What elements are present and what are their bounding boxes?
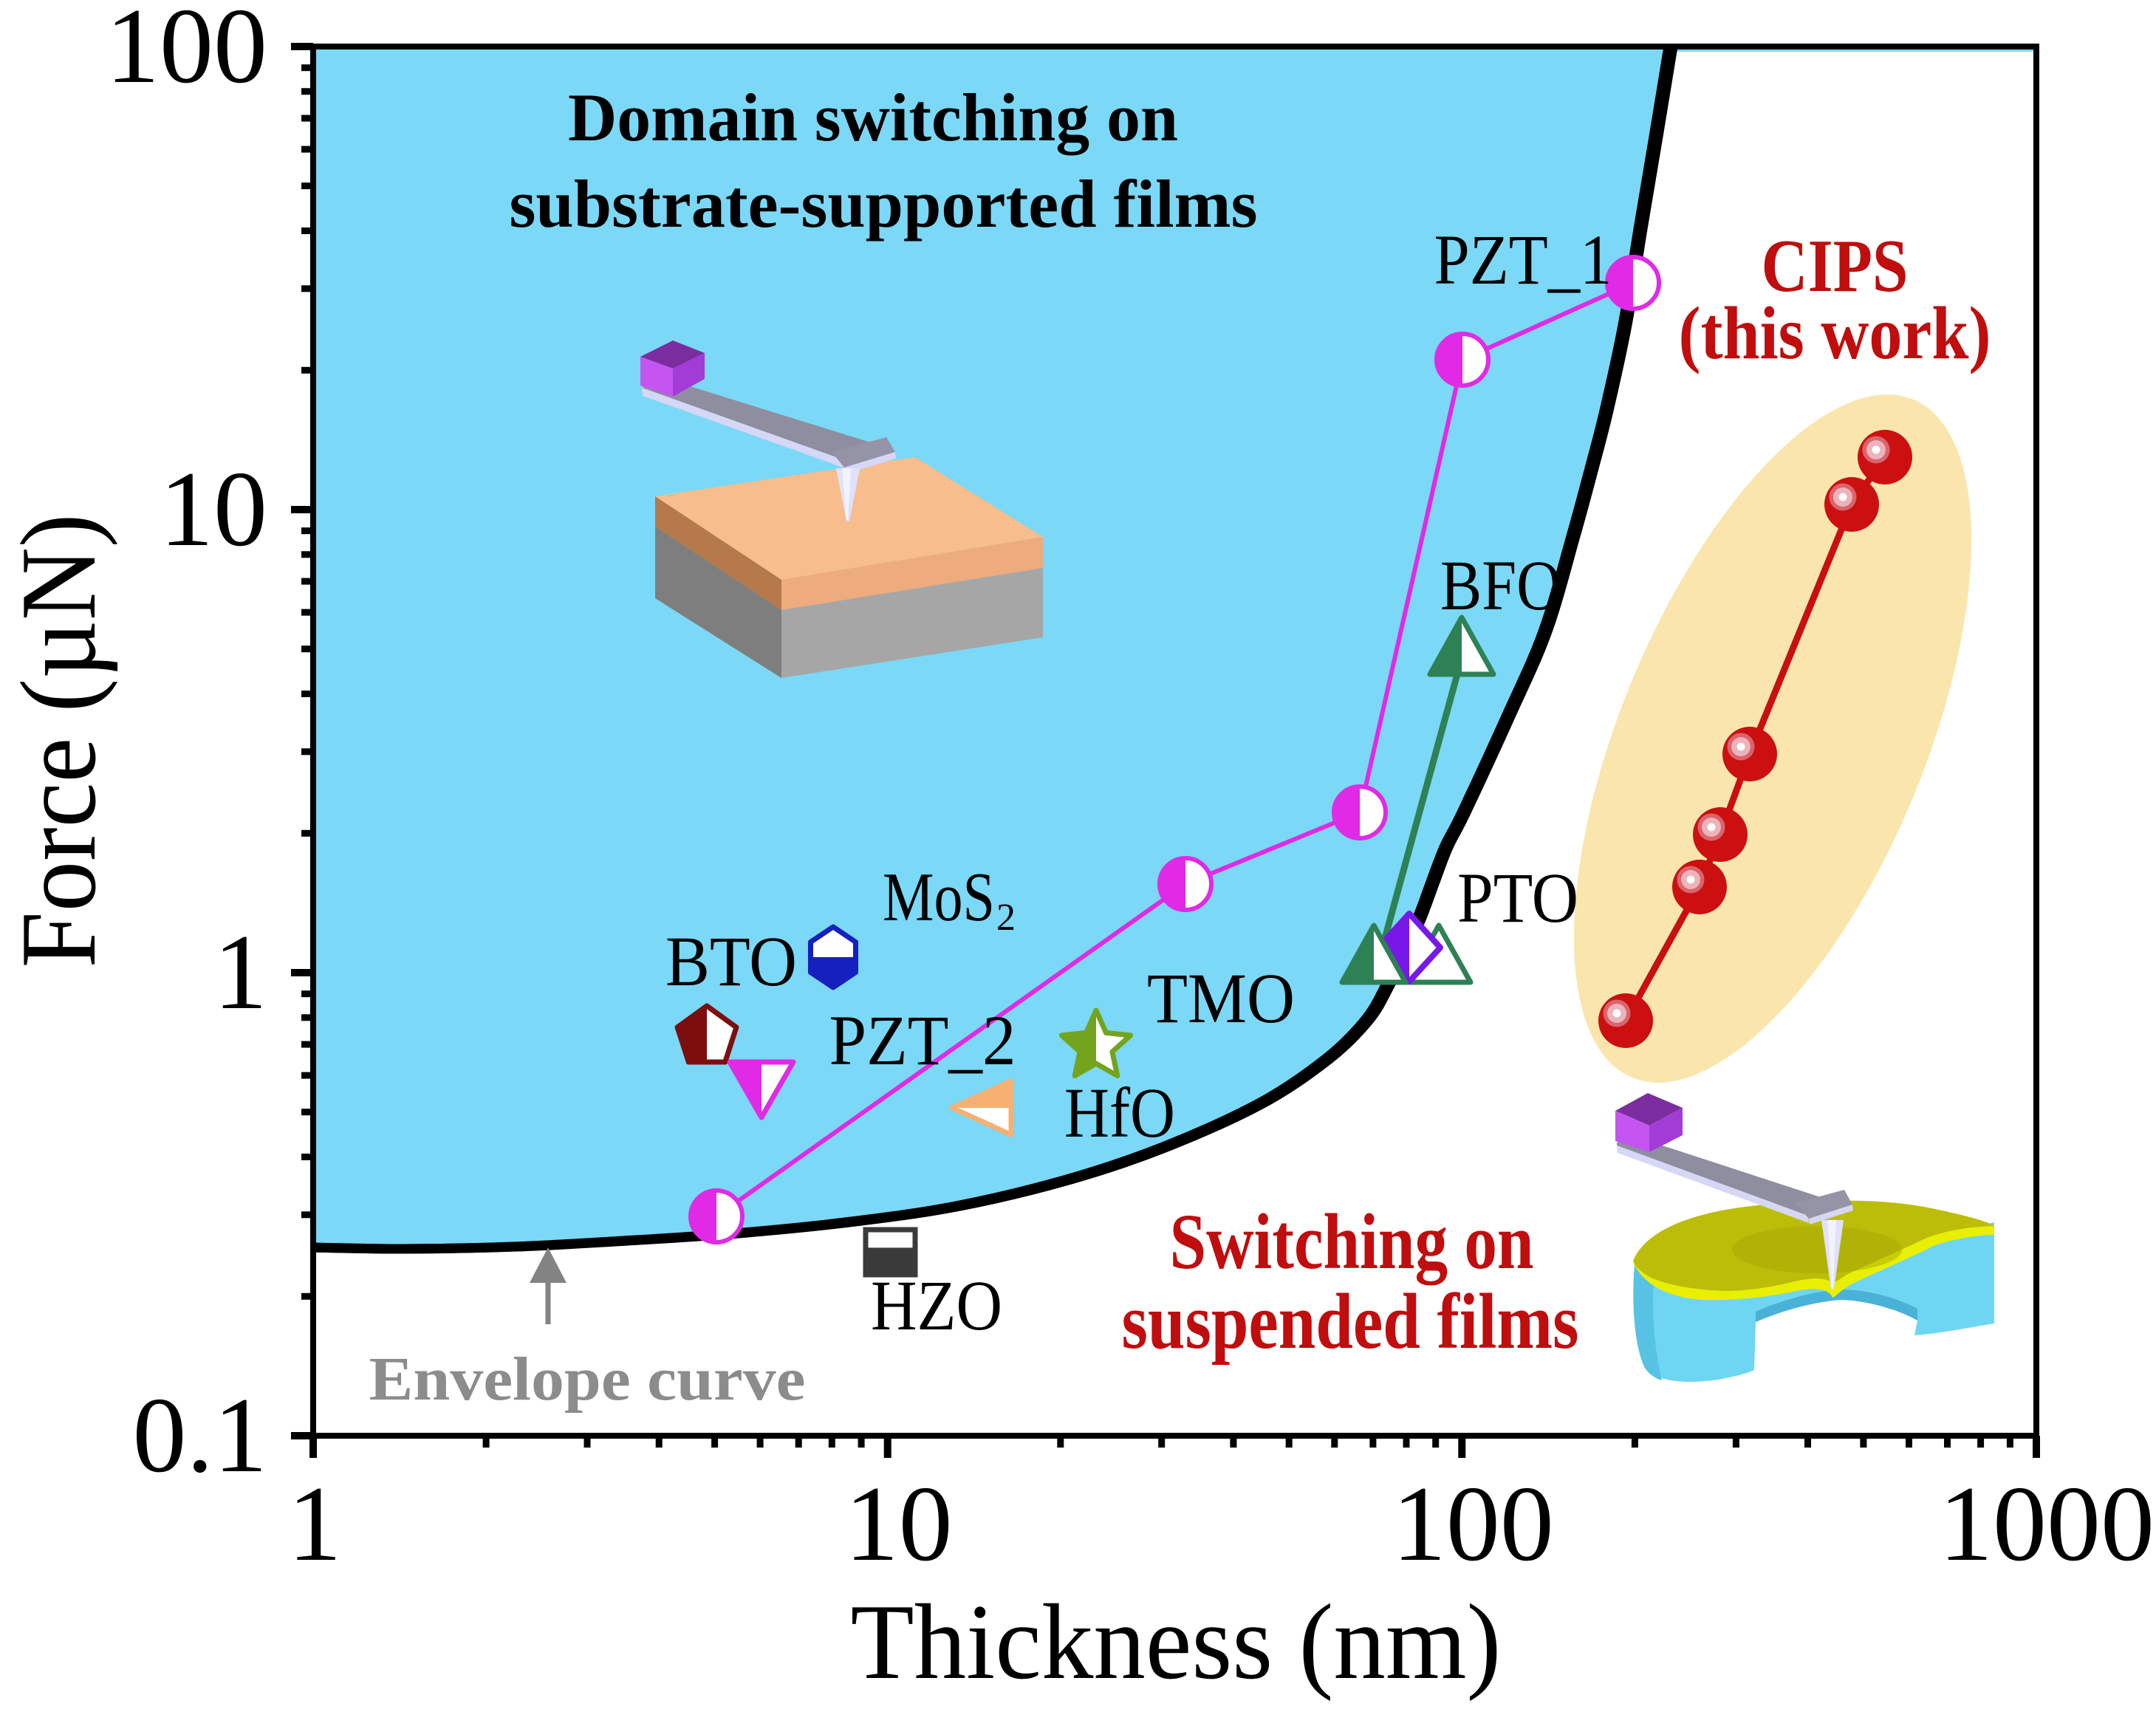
svg-text:2: 2 bbox=[996, 897, 1016, 939]
svg-text:1000: 1000 bbox=[1939, 1464, 2155, 1583]
svg-text:1: 1 bbox=[213, 912, 267, 1032]
svg-text:PZT_2: PZT_2 bbox=[829, 1001, 1016, 1080]
svg-text:Domain switching on: Domain switching on bbox=[568, 80, 1178, 155]
svg-text:100: 100 bbox=[1392, 1464, 1554, 1583]
svg-text:BFO: BFO bbox=[1440, 546, 1561, 625]
svg-text:10: 10 bbox=[160, 449, 267, 569]
svg-text:MoS: MoS bbox=[883, 859, 995, 936]
svg-text:HfO: HfO bbox=[1064, 1073, 1175, 1152]
svg-text:1: 1 bbox=[288, 1464, 342, 1583]
svg-text:Switching on: Switching on bbox=[1170, 1199, 1534, 1286]
svg-text:PZT_1: PZT_1 bbox=[1434, 220, 1612, 299]
svg-text:substrate-supported films: substrate-supported films bbox=[510, 166, 1258, 242]
svg-text:100: 100 bbox=[106, 0, 267, 106]
svg-text:BTO: BTO bbox=[665, 922, 797, 1001]
svg-text:0.1: 0.1 bbox=[133, 1375, 268, 1495]
svg-text:PTO: PTO bbox=[1457, 858, 1578, 937]
svg-text:(this work): (this work) bbox=[1679, 292, 1991, 375]
svg-text:Force (µN): Force (µN) bbox=[0, 514, 118, 968]
svg-text:Thickness (nm): Thickness (nm) bbox=[851, 1582, 1502, 1702]
svg-text:10: 10 bbox=[845, 1464, 953, 1583]
svg-text:HZO: HZO bbox=[871, 1266, 1002, 1345]
svg-text:Envelope curve: Envelope curve bbox=[369, 1345, 806, 1414]
svg-text:CIPS: CIPS bbox=[1762, 225, 1909, 308]
svg-text:suspended films: suspended films bbox=[1122, 1278, 1579, 1366]
svg-text:TMO: TMO bbox=[1147, 959, 1295, 1038]
